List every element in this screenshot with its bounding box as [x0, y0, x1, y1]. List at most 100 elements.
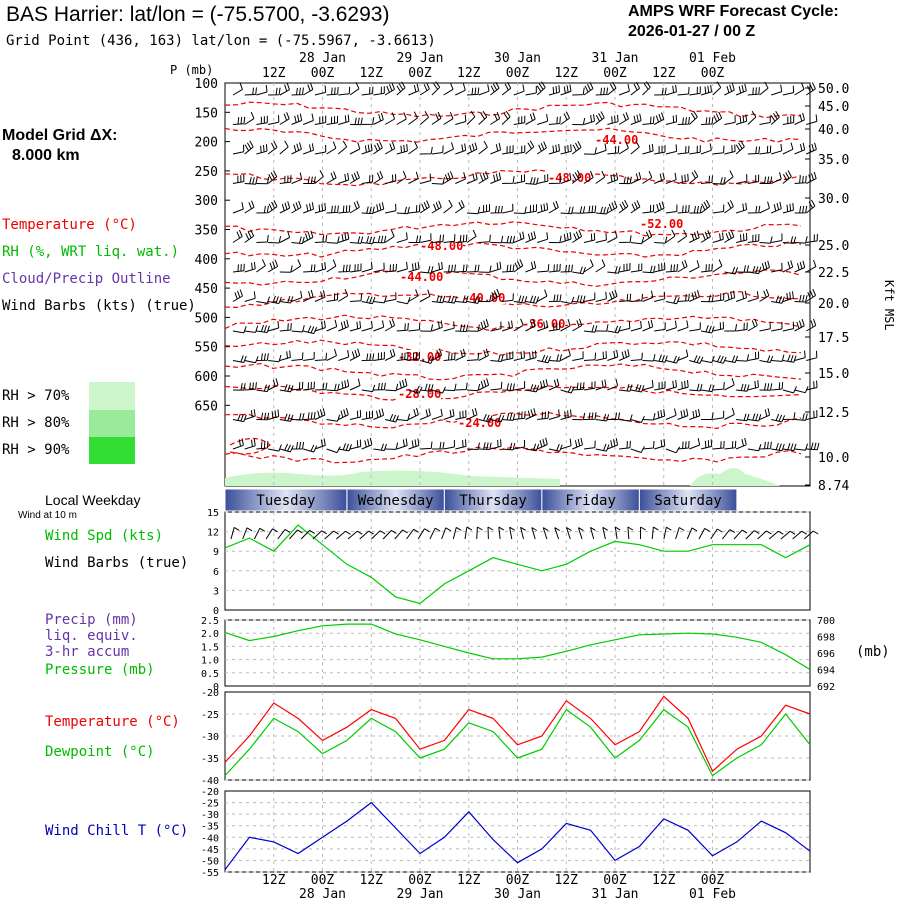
- temperature-contour: [224, 241, 802, 258]
- surface-wind-barb: [452, 526, 462, 540]
- wind-barb: [782, 142, 794, 155]
- wind-barb: [618, 321, 631, 332]
- wind-barb: [583, 82, 594, 96]
- wind-barb: [384, 348, 396, 361]
- wind-barb: [232, 326, 247, 334]
- wind-barb: [806, 114, 818, 125]
- bottom-date-label: 01 Feb: [689, 887, 736, 900]
- wind-barb: [771, 201, 782, 214]
- wind-barb: [279, 384, 294, 393]
- wind-barb: [665, 296, 680, 305]
- surface-wind-barb: [792, 530, 807, 540]
- wind-barb: [736, 383, 750, 392]
- surface-wind-barb: [698, 527, 710, 540]
- wind-barb: [782, 85, 795, 96]
- wind-barb: [279, 201, 291, 214]
- wind-barb: [431, 111, 442, 125]
- wind-barb: [607, 378, 619, 391]
- wind-barb: [806, 142, 817, 155]
- wind-barb: [490, 172, 502, 184]
- wind-barb: [572, 229, 583, 243]
- wind-barb: [279, 413, 294, 422]
- wind-barb: [443, 321, 455, 332]
- wind-barb: [677, 320, 689, 332]
- wind-barb: [361, 117, 375, 125]
- wind-barb: [244, 409, 256, 420]
- wind-barb: [302, 82, 314, 96]
- wind-barb: [455, 200, 465, 214]
- wind-barb: [525, 86, 537, 96]
- wind-barb: [349, 117, 363, 126]
- wind-barb: [373, 320, 385, 332]
- wind-barb: [619, 263, 631, 273]
- wind-barb: [303, 202, 314, 214]
- wind-barb: [560, 206, 574, 215]
- bottom-hour-label: 12Z: [652, 873, 676, 888]
- wind-barb: [232, 82, 243, 96]
- wind-barb: [314, 234, 328, 243]
- wind-barb: [478, 110, 488, 125]
- wind-barb: [806, 259, 817, 273]
- wind-barb: [408, 111, 418, 125]
- model-grid-value: 8.000 km: [12, 147, 80, 164]
- label-precip-2: liq. equiv.: [45, 628, 138, 644]
- wind-barb: [466, 352, 480, 361]
- wind-barb: [513, 295, 528, 304]
- wind-barb: [244, 111, 255, 125]
- wind-barb: [338, 232, 350, 243]
- wind-barb: [794, 82, 805, 96]
- wind-barb: [642, 265, 656, 274]
- wind-barb: [443, 408, 455, 420]
- wind-barb: [654, 381, 666, 391]
- pressure-tick-label: 500: [195, 311, 218, 326]
- surface-wind-barb: [324, 530, 339, 540]
- wind-barb: [619, 383, 633, 392]
- wind-barb: [279, 265, 293, 273]
- label-precip-3: 3-hr accum: [45, 644, 130, 660]
- wind-barb: [712, 81, 722, 96]
- wind-barb: [443, 82, 454, 96]
- surface-wind-barb: [675, 527, 685, 540]
- surface-wind-barb: [242, 527, 253, 540]
- wind-barb: [794, 294, 808, 303]
- wind-barb: [642, 379, 654, 391]
- wind-barb: [513, 84, 525, 96]
- wind-barb: [654, 262, 666, 273]
- height-tick-label: 10.0: [818, 451, 849, 466]
- pressure-tick-label: 100: [195, 77, 218, 92]
- wind-barb: [689, 260, 700, 273]
- temperature-line: [224, 695, 811, 773]
- wind-barb: [431, 261, 443, 273]
- wind-barb: [736, 354, 750, 362]
- wind-barb: [291, 142, 302, 155]
- label-temperature: Temperature (°C): [45, 714, 180, 730]
- wind-barb: [303, 264, 316, 273]
- wind-barb: [607, 230, 618, 243]
- wind-barb: [642, 229, 653, 243]
- cycle-label: AMPS WRF Forecast Cycle:: [628, 3, 839, 20]
- wind-barb: [724, 144, 736, 155]
- wind-barb: [256, 205, 269, 214]
- surface-wind-barb: [686, 527, 698, 540]
- wind-barb: [771, 321, 783, 332]
- wind-barb: [256, 412, 270, 421]
- wind-barb: [771, 295, 785, 304]
- wind-barb: [572, 295, 586, 303]
- wind-barb: [771, 381, 784, 391]
- wind-barb: [466, 172, 478, 184]
- wind-barb: [747, 351, 760, 361]
- wind-chill-tick-label: -50: [201, 856, 219, 867]
- wind-barb: [408, 83, 420, 96]
- wind-barb: [396, 297, 411, 305]
- wind-barb: [420, 324, 434, 332]
- wind-barb: [770, 172, 782, 184]
- wind-barb: [373, 141, 383, 155]
- wind-barb: [654, 236, 668, 244]
- wind-barb: [595, 111, 605, 125]
- wind-barb: [513, 231, 525, 243]
- contour-label-bg: [419, 239, 463, 252]
- wind-barb: [384, 229, 395, 243]
- wind-chill-frame: [224, 790, 811, 873]
- wind-barb: [513, 206, 527, 214]
- height-tick-label: 50.0: [818, 82, 849, 97]
